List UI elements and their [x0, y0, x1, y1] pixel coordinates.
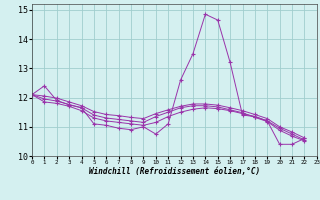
X-axis label: Windchill (Refroidissement éolien,°C): Windchill (Refroidissement éolien,°C) — [89, 167, 260, 176]
